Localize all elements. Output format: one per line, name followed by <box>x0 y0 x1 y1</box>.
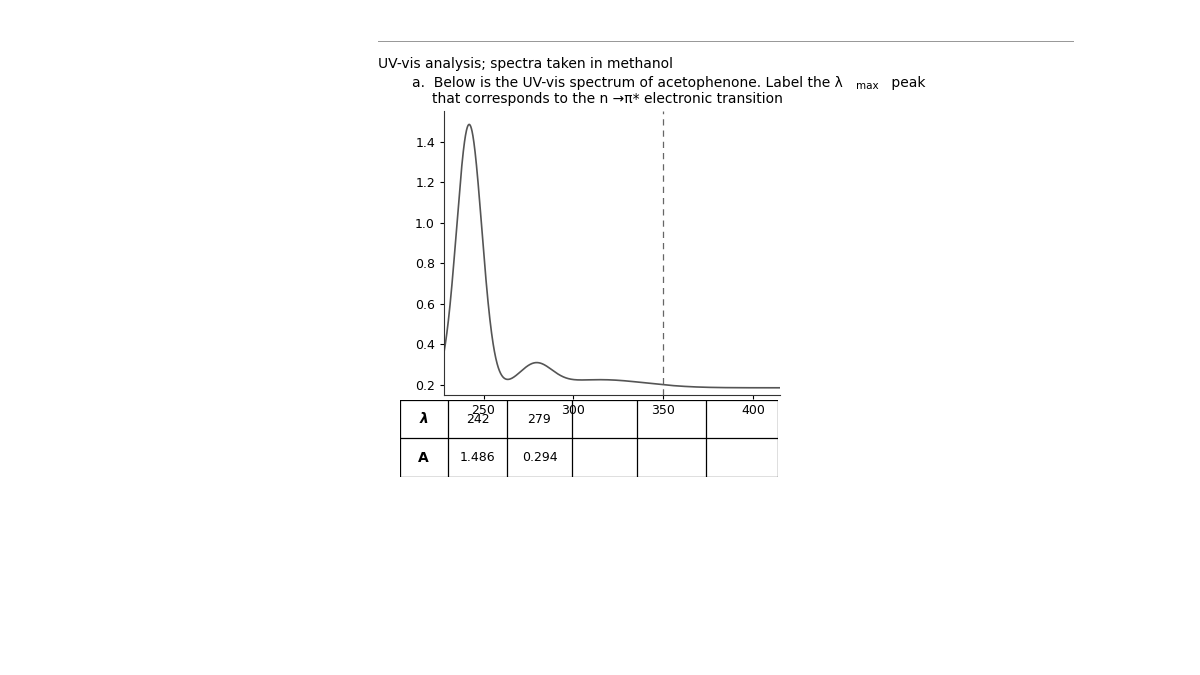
Text: λ: λ <box>420 412 428 426</box>
Text: peak: peak <box>887 76 925 90</box>
Text: 279: 279 <box>528 412 551 425</box>
Text: that corresponds to the n →π* electronic transition: that corresponds to the n →π* electronic… <box>432 92 782 107</box>
Text: 0.294: 0.294 <box>522 452 557 464</box>
Text: max: max <box>856 81 878 91</box>
Text: UV-vis analysis; spectra taken in methanol: UV-vis analysis; spectra taken in methan… <box>378 57 673 72</box>
Text: 1.486: 1.486 <box>460 452 496 464</box>
Text: A: A <box>419 451 430 465</box>
Text: a.  Below is the UV-vis spectrum of acetophenone. Label the λ: a. Below is the UV-vis spectrum of aceto… <box>412 76 842 90</box>
Text: 242: 242 <box>466 412 490 425</box>
